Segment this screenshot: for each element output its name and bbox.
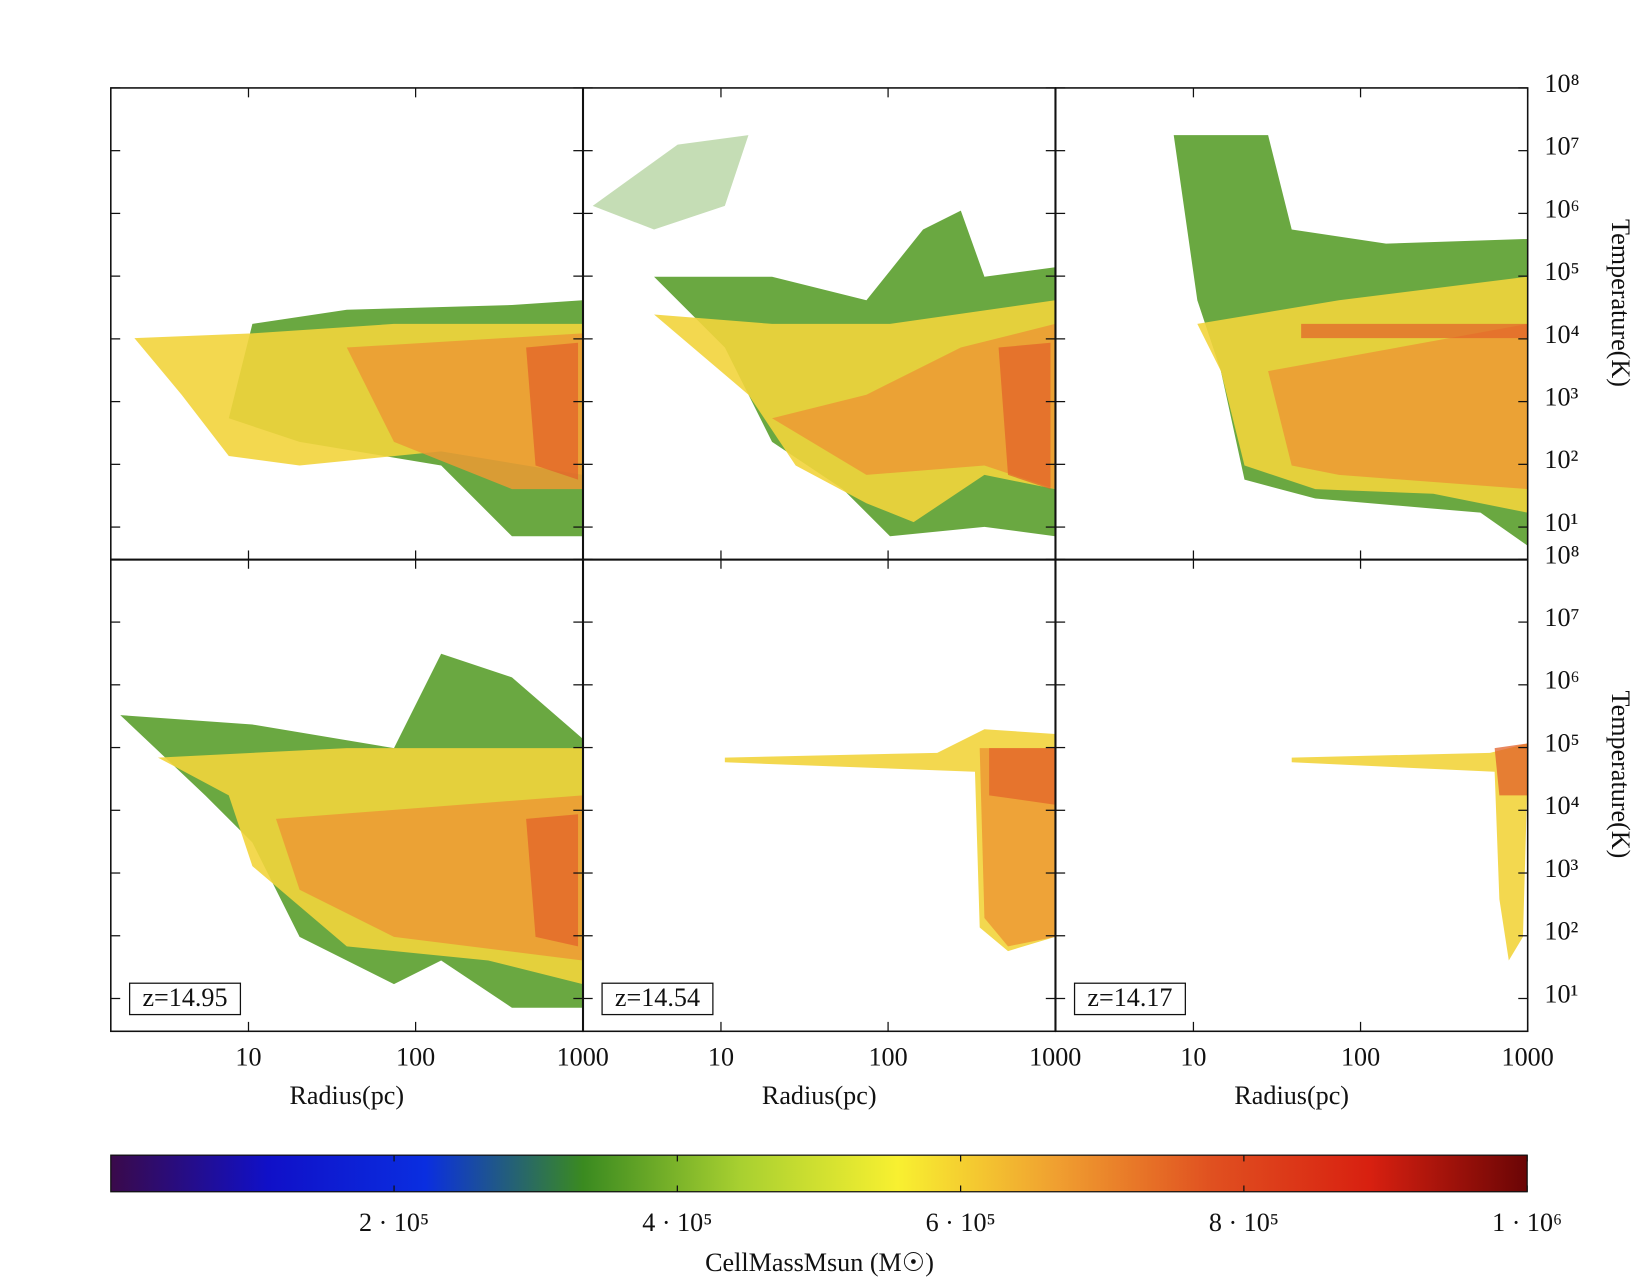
phase-region: [1268, 323, 1528, 490]
phase-region: [998, 342, 1051, 490]
colorbar-tick-label: 1 · 10⁶: [1492, 1208, 1562, 1237]
phase-region: [275, 795, 583, 961]
panels: 10¹ 10² 10³ 10⁴ 10⁵ 10⁶ 10⁷ 10⁸ Temperature(K) 10…: [110, 69, 1635, 1110]
colorbar-tick-label: 6 · 10⁵: [926, 1208, 996, 1237]
y-tick-label: 10¹: [1544, 979, 1578, 1008]
phase-region: [1291, 743, 1528, 961]
x-axis-label: Radius(pc): [1234, 1081, 1349, 1110]
phase-region: [346, 333, 583, 490]
x-tick-label: 100: [1341, 1043, 1380, 1072]
x-tick-label: 100: [396, 1043, 435, 1072]
x-tick-label: 10: [1180, 1043, 1206, 1072]
annotation: z=14.95: [142, 983, 227, 1012]
phase-region: [772, 323, 1056, 490]
colorbar-tick-label: 4 · 10⁵: [642, 1208, 712, 1237]
phase-region: [592, 135, 749, 230]
y-tick-label: 10⁷: [1544, 132, 1579, 161]
y-tick-label: 10⁷: [1544, 603, 1579, 632]
colorbar-tick-label: 8 · 10⁵: [1209, 1208, 1279, 1237]
y-tick-label: 10⁶: [1544, 194, 1579, 223]
y-tick-label: 10⁸: [1544, 540, 1579, 569]
x-axis-label: Radius(pc): [289, 1081, 404, 1110]
y-axis-label: Temperature(K): [1606, 690, 1635, 858]
annotation-box: [1073, 982, 1186, 1016]
phase-region: [1494, 743, 1528, 796]
annotation-box: [128, 982, 242, 1016]
y-tick-label: 10⁴: [1544, 320, 1579, 349]
y-tick-label: 10⁸: [1544, 69, 1579, 98]
y-axis-label: Temperature(K): [1606, 219, 1635, 387]
x-tick-label: 1000: [1502, 1043, 1554, 1072]
y-tick-label: 10³: [1544, 854, 1578, 883]
x-tick-label: 10: [708, 1043, 734, 1072]
phase-region: [526, 814, 579, 947]
y-tick-label: 10³: [1544, 383, 1578, 412]
phase-region: [1301, 323, 1528, 339]
y-tick-label: 10²: [1544, 445, 1578, 474]
y-tick-label: 10¹: [1544, 508, 1578, 537]
y-tick-label: 10⁵: [1544, 257, 1579, 286]
y-tick-label: 10⁶: [1544, 666, 1579, 695]
colorbar-tick-label: 2 · 10⁵: [359, 1208, 429, 1237]
x-tick-label: 10: [235, 1043, 261, 1072]
annotation: z=14.54: [615, 983, 700, 1012]
phase-region: [989, 748, 1056, 805]
y-tick-label: 10⁵: [1544, 728, 1579, 757]
colorbar: [110, 1154, 1528, 1193]
panel-frame: [1054, 558, 1529, 1033]
x-tick-label: 1000: [1029, 1043, 1081, 1072]
x-tick-label: 1000: [557, 1043, 609, 1072]
annotation-box: [601, 982, 714, 1016]
x-axis-label: Radius(pc): [762, 1081, 877, 1110]
y-tick-label: 10²: [1544, 917, 1578, 946]
phase-region: [526, 342, 579, 480]
y-tick-label: 10⁴: [1544, 791, 1579, 820]
annotation: z=14.17: [1087, 983, 1172, 1012]
x-tick-label: 100: [868, 1043, 907, 1072]
colorbar-label: CellMassMsun (M☉): [705, 1248, 934, 1277]
